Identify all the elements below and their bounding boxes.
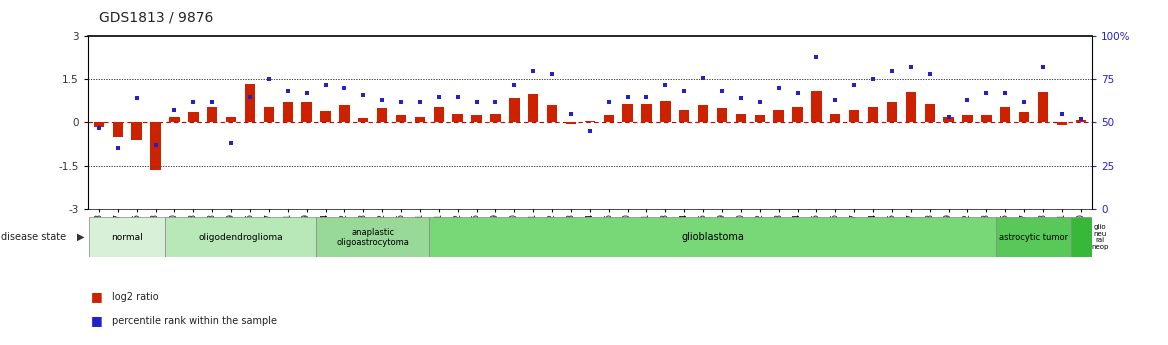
- Bar: [283, 102, 293, 122]
- Bar: [849, 109, 860, 122]
- Bar: [188, 112, 199, 122]
- Bar: [225, 117, 236, 122]
- Text: ■: ■: [91, 314, 103, 327]
- Bar: [433, 107, 444, 122]
- Bar: [830, 114, 841, 122]
- Bar: [736, 114, 746, 122]
- Bar: [264, 107, 274, 122]
- Bar: [996, 217, 1071, 257]
- Bar: [887, 102, 897, 122]
- Bar: [679, 109, 689, 122]
- Bar: [377, 108, 388, 122]
- Bar: [1038, 92, 1048, 122]
- Bar: [112, 122, 123, 137]
- Text: GDS1813 / 9876: GDS1813 / 9876: [99, 10, 214, 24]
- Bar: [415, 117, 425, 122]
- Bar: [301, 102, 312, 122]
- Bar: [245, 83, 255, 122]
- Text: glio
neu
ral
neop: glio neu ral neop: [1091, 225, 1108, 250]
- Text: log2 ratio: log2 ratio: [112, 292, 159, 302]
- Bar: [491, 114, 501, 122]
- Bar: [547, 105, 557, 122]
- Bar: [962, 115, 973, 122]
- Bar: [165, 217, 317, 257]
- Bar: [641, 104, 652, 122]
- Bar: [565, 122, 576, 124]
- Bar: [207, 107, 217, 122]
- Bar: [1018, 112, 1029, 122]
- Bar: [623, 104, 633, 122]
- Bar: [317, 217, 430, 257]
- Bar: [773, 109, 784, 122]
- Bar: [755, 115, 765, 122]
- Bar: [169, 117, 180, 122]
- Bar: [604, 115, 614, 122]
- Text: oligodendroglioma: oligodendroglioma: [199, 233, 283, 242]
- Bar: [1076, 120, 1086, 122]
- Text: disease state: disease state: [1, 232, 67, 242]
- Bar: [151, 122, 161, 170]
- Bar: [1071, 217, 1128, 257]
- Bar: [660, 101, 670, 122]
- Bar: [93, 122, 104, 127]
- Bar: [320, 111, 331, 122]
- Bar: [132, 122, 141, 140]
- Bar: [812, 91, 821, 122]
- Bar: [528, 94, 538, 122]
- Text: anaplastic
oligoastrocytoma: anaplastic oligoastrocytoma: [336, 228, 409, 247]
- Bar: [1000, 107, 1010, 122]
- Text: normal: normal: [111, 233, 144, 242]
- Bar: [509, 98, 520, 122]
- Bar: [868, 107, 878, 122]
- Bar: [472, 115, 481, 122]
- Bar: [359, 118, 368, 122]
- Text: ▶: ▶: [77, 232, 84, 242]
- Bar: [944, 117, 954, 122]
- Bar: [339, 105, 349, 122]
- Bar: [925, 104, 934, 122]
- Bar: [717, 108, 728, 122]
- Bar: [905, 92, 916, 122]
- Bar: [585, 121, 595, 122]
- Bar: [698, 105, 708, 122]
- Text: glioblastoma: glioblastoma: [681, 232, 744, 242]
- Bar: [396, 115, 406, 122]
- Bar: [792, 107, 802, 122]
- Bar: [1057, 122, 1068, 125]
- Bar: [981, 115, 992, 122]
- Text: ■: ■: [91, 290, 103, 303]
- Bar: [452, 114, 463, 122]
- Text: percentile rank within the sample: percentile rank within the sample: [112, 316, 277, 326]
- Text: astrocytic tumor: astrocytic tumor: [999, 233, 1068, 242]
- Bar: [430, 217, 996, 257]
- Bar: [90, 217, 165, 257]
